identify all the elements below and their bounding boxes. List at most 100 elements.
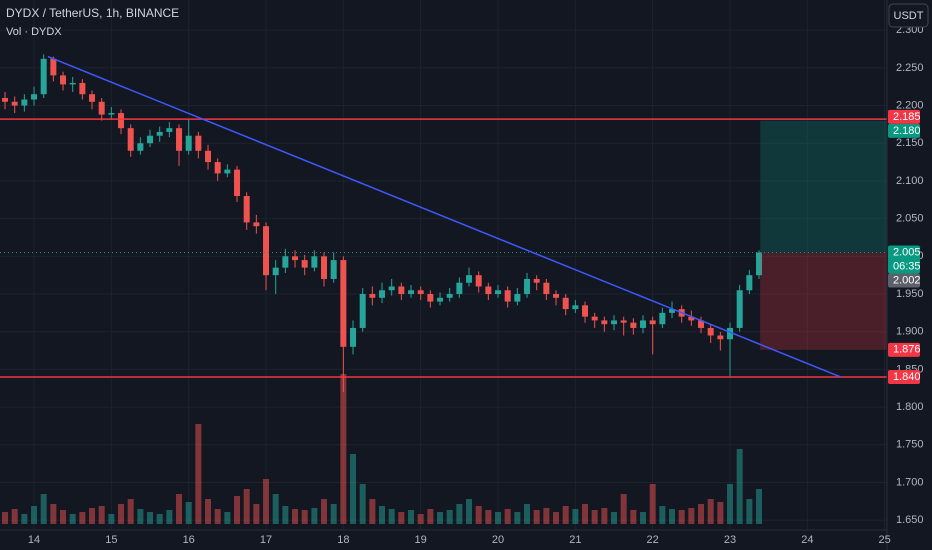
volume-bar <box>698 504 705 524</box>
volume-bar <box>156 514 163 524</box>
x-tick-label: 20 <box>492 534 504 546</box>
volume-bar <box>466 499 473 524</box>
candle-body <box>127 128 134 151</box>
candle-body <box>707 327 714 336</box>
volume-bar <box>31 506 38 524</box>
target-zone <box>760 120 887 253</box>
candle-body <box>562 297 569 310</box>
candle-body <box>640 320 647 328</box>
candle-body <box>553 294 560 298</box>
candle-body <box>243 196 250 223</box>
volume-bar <box>659 506 666 524</box>
volume-bar <box>263 479 270 524</box>
candle-body <box>2 98 9 102</box>
candle-body <box>176 128 183 151</box>
volume-bar <box>350 454 357 524</box>
volume-bar <box>205 499 212 524</box>
volume-bar <box>11 509 18 524</box>
volume-bar <box>272 494 279 524</box>
price-label-box <box>888 273 920 288</box>
candle-body <box>688 316 695 321</box>
price-label: 2.185 <box>893 111 921 123</box>
volume-bar <box>495 512 502 524</box>
candle-body <box>485 286 492 295</box>
candle-body <box>533 278 540 283</box>
volume-bar <box>601 508 608 524</box>
y-tick-label: 2.200 <box>896 99 924 111</box>
candle-body <box>11 101 18 106</box>
candle-body <box>301 260 308 268</box>
candle-body <box>185 135 192 151</box>
volume-bar <box>543 508 550 524</box>
volume-bar <box>321 499 328 524</box>
x-tick-label: 17 <box>260 534 272 546</box>
volume-bar <box>572 509 579 524</box>
volume-bar <box>243 489 250 524</box>
volume-bar <box>330 504 337 524</box>
volume-bar <box>79 512 86 524</box>
candle-body <box>717 335 724 340</box>
candle-body <box>649 320 656 325</box>
volume-bar <box>60 510 67 524</box>
y-tick-label: 2.250 <box>896 62 924 74</box>
x-tick-label: 25 <box>879 534 891 546</box>
candle-body <box>69 82 76 85</box>
x-tick-label: 15 <box>105 534 117 546</box>
volume-bar <box>21 514 28 524</box>
volume-bar <box>456 504 463 524</box>
trend-line <box>47 55 841 378</box>
candle-body <box>659 312 666 325</box>
volume-bar <box>582 504 589 524</box>
x-tick-label: 16 <box>183 534 195 546</box>
candle-body <box>282 256 289 268</box>
candle-body <box>156 131 163 136</box>
volume-bar <box>746 499 753 524</box>
volume-bar <box>649 484 656 524</box>
price-label-box <box>888 245 920 274</box>
volume-bar <box>504 509 511 524</box>
candle-body <box>756 252 763 276</box>
volume-bar <box>292 509 299 524</box>
candle-body <box>89 94 96 102</box>
price-label-box <box>888 342 920 357</box>
volume-bar <box>185 502 192 524</box>
volume-bar <box>118 504 125 524</box>
candle-body <box>311 256 318 268</box>
volume-bar <box>98 506 105 524</box>
volume-bar <box>147 512 154 524</box>
volume-bar <box>427 509 434 524</box>
currency-button-label[interactable]: USDT <box>894 10 924 22</box>
volume-bar <box>408 510 415 524</box>
candle-body <box>79 82 86 95</box>
volume-bar <box>388 509 395 524</box>
volume-bar <box>108 514 115 524</box>
candle-body <box>601 320 608 325</box>
y-tick-label: 1.750 <box>896 439 924 451</box>
candle-body <box>591 316 598 321</box>
volume-bar <box>756 489 763 524</box>
price-label-box <box>888 109 920 124</box>
volume-bar <box>707 499 714 524</box>
price-label: 2.005 <box>893 246 921 258</box>
candle-body <box>234 169 241 197</box>
symbol-title: DYDX / TetherUS, 1h, BINANCE <box>6 6 179 20</box>
candle-body <box>253 222 260 227</box>
candle-body <box>388 286 395 291</box>
volume-bar <box>640 512 647 524</box>
candle-body <box>31 94 38 100</box>
candle-body <box>147 135 154 144</box>
volume-bar <box>620 494 627 524</box>
volume-bar <box>446 510 453 524</box>
candle-body <box>205 150 212 163</box>
price-label: 1.876 <box>893 344 921 356</box>
y-tick-label: 2.100 <box>896 175 924 187</box>
candle-body <box>736 290 743 328</box>
candle-body <box>698 320 705 328</box>
x-tick-label: 23 <box>724 534 736 546</box>
currency-button[interactable] <box>888 3 929 28</box>
volume-bar <box>562 506 569 524</box>
volume-bar <box>127 499 134 524</box>
candle-body <box>620 320 627 323</box>
volume-bar <box>475 506 482 524</box>
